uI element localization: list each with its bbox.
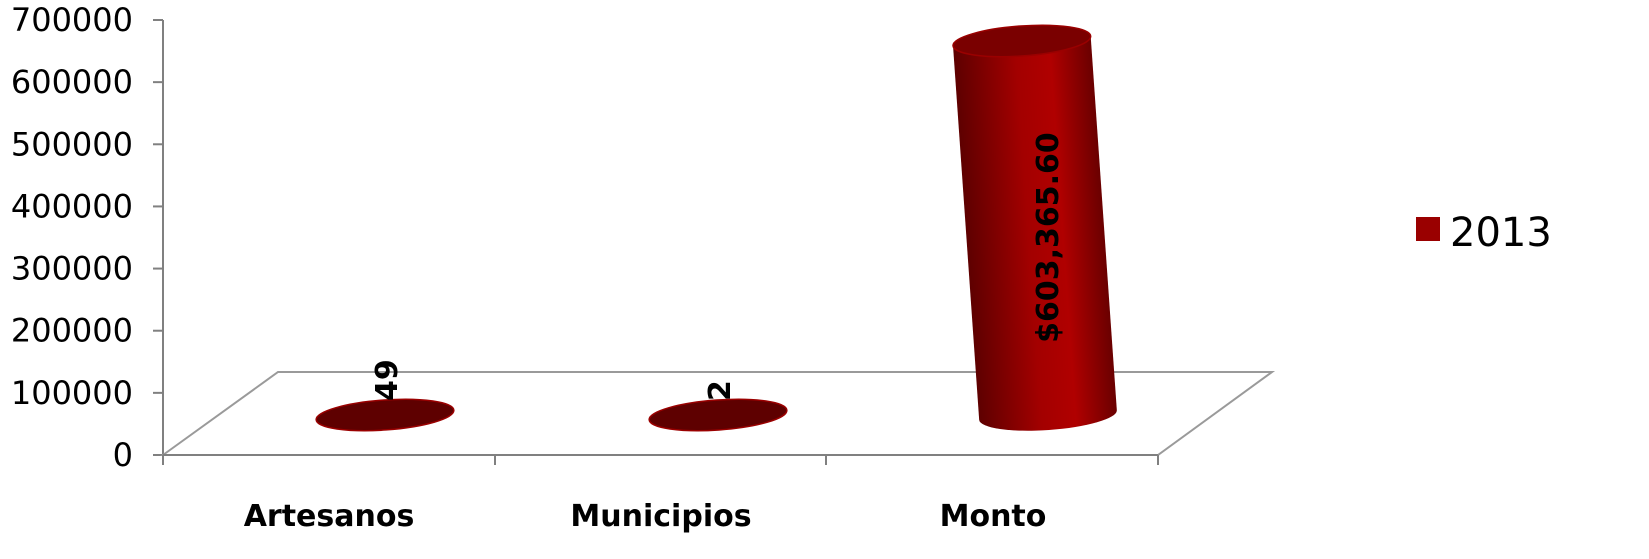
bar xyxy=(952,24,1117,431)
y-tick-label: 0 xyxy=(113,436,133,474)
y-ticks: 0 100000 200000 300000 400000 500000 600000 700… xyxy=(11,1,163,474)
bar-top xyxy=(952,24,1092,58)
bars: 49 2 $603,365.60 xyxy=(315,24,1117,432)
category-label: Municipios xyxy=(570,499,751,534)
y-tick-label: 600000 xyxy=(11,63,133,101)
bar xyxy=(648,398,788,432)
data-label: 49 xyxy=(370,359,405,401)
y-tick-label: 400000 xyxy=(11,187,133,225)
y-tick-label: 500000 xyxy=(11,125,133,163)
bar-top xyxy=(648,398,788,432)
category-labels: Artesanos Municipios Monto xyxy=(244,499,1047,534)
category-label: Monto xyxy=(940,499,1047,534)
legend: 2013 xyxy=(1416,210,1552,256)
data-label: $603,365.60 xyxy=(1031,132,1066,343)
y-tick-label: 200000 xyxy=(11,312,133,350)
y-tick-label: 700000 xyxy=(11,1,133,39)
bar-top xyxy=(315,398,455,432)
category-label: Artesanos xyxy=(244,499,415,534)
data-label: 2 xyxy=(703,380,738,401)
legend-label: 2013 xyxy=(1450,210,1552,256)
y-tick-label: 300000 xyxy=(11,250,133,288)
legend-swatch xyxy=(1416,217,1440,241)
bar xyxy=(315,398,455,432)
y-tick-label: 100000 xyxy=(11,374,133,412)
floor xyxy=(159,371,1276,465)
bar-body xyxy=(953,36,1117,431)
